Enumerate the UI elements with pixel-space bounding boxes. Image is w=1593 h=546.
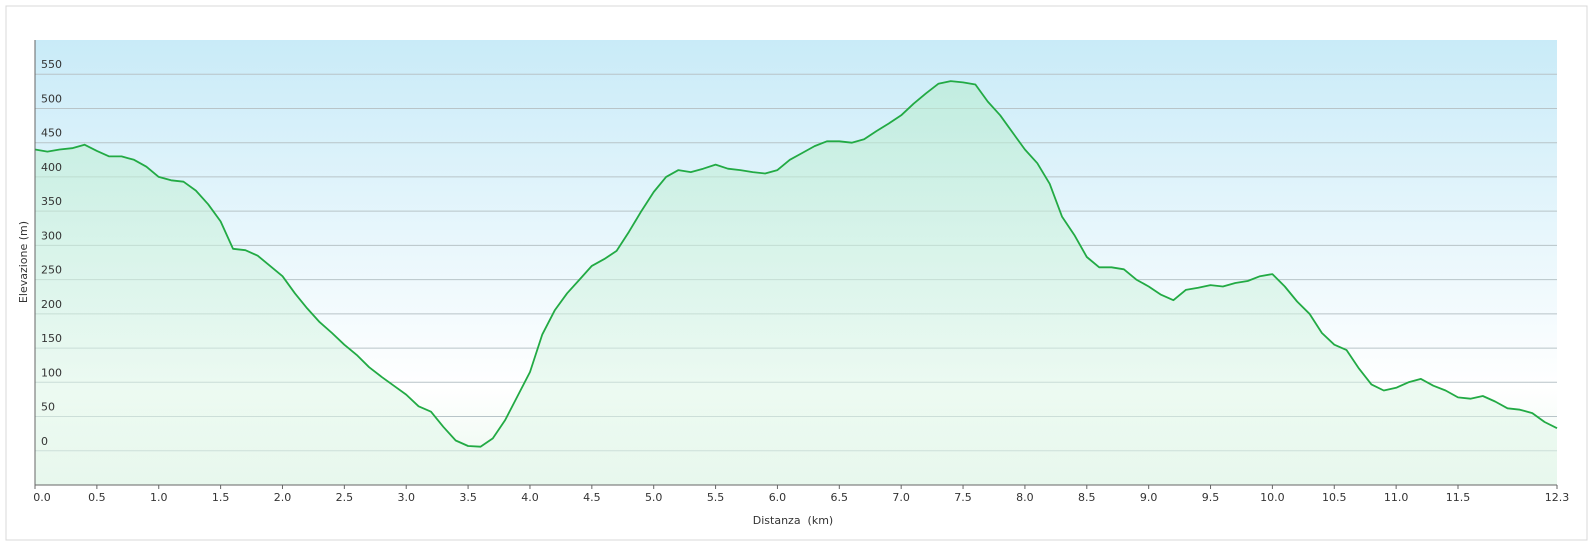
x-tick-label: 0.5 — [88, 491, 106, 504]
x-tick-label: 11.0 — [1384, 491, 1409, 504]
x-tick-label: 10.5 — [1322, 491, 1347, 504]
y-tick-label: 100 — [41, 366, 62, 379]
y-tick-label: 200 — [41, 298, 62, 311]
x-tick-label: 6.0 — [769, 491, 787, 504]
x-tick-label: 9.5 — [1202, 491, 1220, 504]
x-tick-label: 1.5 — [212, 491, 230, 504]
x-tick-label: 2.5 — [336, 491, 354, 504]
elevation-line — [34, 80, 1558, 448]
x-tick-label: 12.3 — [1545, 491, 1570, 504]
x-tick-label: 5.5 — [707, 491, 725, 504]
area-fill — [35, 81, 1557, 485]
y-tick-label: 550 — [41, 58, 62, 71]
x-tick-label: 5.0 — [645, 491, 663, 504]
x-tick-label: 8.5 — [1078, 491, 1096, 504]
x-tick-label: 7.5 — [954, 491, 972, 504]
x-tick-label: 6.5 — [831, 491, 849, 504]
x-tick-label: 0.0 — [33, 491, 51, 504]
x-tick-label: 3.5 — [459, 491, 477, 504]
x-tick-label: 8.0 — [1016, 491, 1034, 504]
y-tick-label: 300 — [41, 229, 62, 242]
y-tick-label: 350 — [41, 195, 62, 208]
x-tick-label: 2.0 — [274, 491, 292, 504]
y-tick-label: 400 — [41, 161, 62, 174]
x-tick-label: 4.5 — [583, 491, 601, 504]
y-tick-label: 500 — [41, 92, 62, 105]
x-tick-label: 7.0 — [892, 491, 910, 504]
y-tick-label: 50 — [41, 401, 55, 414]
y-tick-label: 0 — [41, 435, 48, 448]
x-tick-label: 3.0 — [397, 491, 415, 504]
x-tick-label: 1.0 — [150, 491, 168, 504]
y-tick-label: 450 — [41, 127, 62, 140]
x-tick-label: 11.5 — [1446, 491, 1471, 504]
y-axis-title: Elevazione (m) — [17, 221, 30, 303]
x-tick-label: 10.0 — [1260, 491, 1285, 504]
x-axis-title: Distanza (km) — [753, 514, 833, 527]
x-tick-label: 9.0 — [1140, 491, 1158, 504]
y-tick-label: 250 — [41, 264, 62, 277]
x-tick-label: 4.0 — [521, 491, 539, 504]
y-tick-label: 150 — [41, 332, 62, 345]
